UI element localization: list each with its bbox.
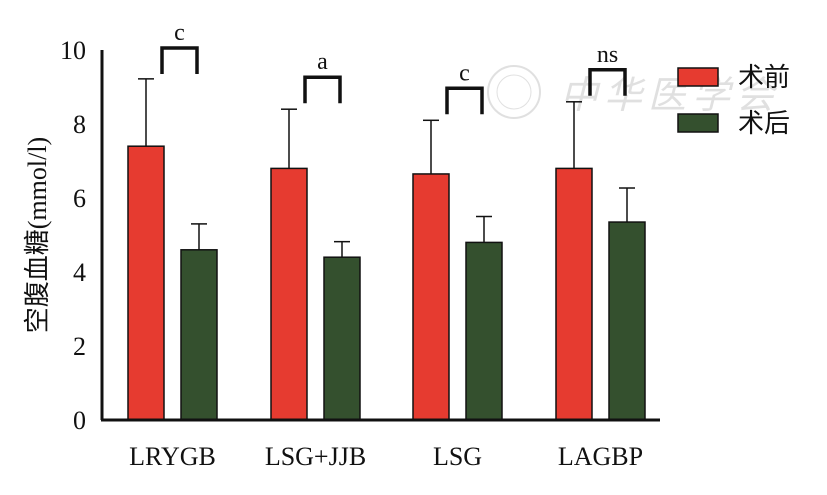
significance-label: c (459, 60, 470, 86)
legend-label: 术后 (738, 109, 790, 138)
x-tick-label: LSG (433, 442, 482, 471)
x-tick-label: LAGBP (558, 442, 643, 471)
significance-bracket (303, 75, 342, 104)
legend-swatch (677, 67, 719, 87)
y-axis-label: 空腹血糖(mmol/l) (23, 137, 52, 333)
x-tick-label: LRYGB (129, 442, 216, 471)
watermark-seal-icon (487, 65, 541, 119)
y-tick-label: 10 (60, 36, 86, 65)
legend-swatch (677, 113, 719, 133)
bar-LSG-术后 (465, 241, 503, 421)
significance-label: a (317, 49, 328, 75)
significance-bracket (588, 68, 627, 96)
bar-LRYGB-术后 (180, 249, 218, 421)
significance-bracket (445, 86, 484, 115)
y-tick-label: 6 (73, 184, 86, 213)
bar-LAGBP-术后 (608, 221, 646, 421)
bar-LSG-术前 (412, 173, 450, 421)
watermark-text: 中华医学会 (560, 75, 780, 117)
significance-bracket (160, 46, 199, 74)
legend-label: 术前 (738, 63, 790, 92)
y-tick-label: 2 (73, 332, 86, 361)
x-tick-label: LSG+JJB (265, 442, 366, 471)
y-tick-label: 4 (73, 258, 86, 287)
y-tick-label: 0 (73, 406, 86, 435)
bar-LRYGB-术前 (127, 145, 165, 421)
bar-LSG+JJB-术后 (323, 256, 361, 421)
significance-label: c (174, 20, 185, 46)
watermark: 中华医学会 (487, 65, 780, 119)
y-tick-label: 8 (73, 110, 86, 139)
bar-LAGBP-术前 (555, 167, 593, 421)
significance-label: ns (597, 42, 618, 68)
bar-LSG+JJB-术前 (270, 167, 308, 421)
